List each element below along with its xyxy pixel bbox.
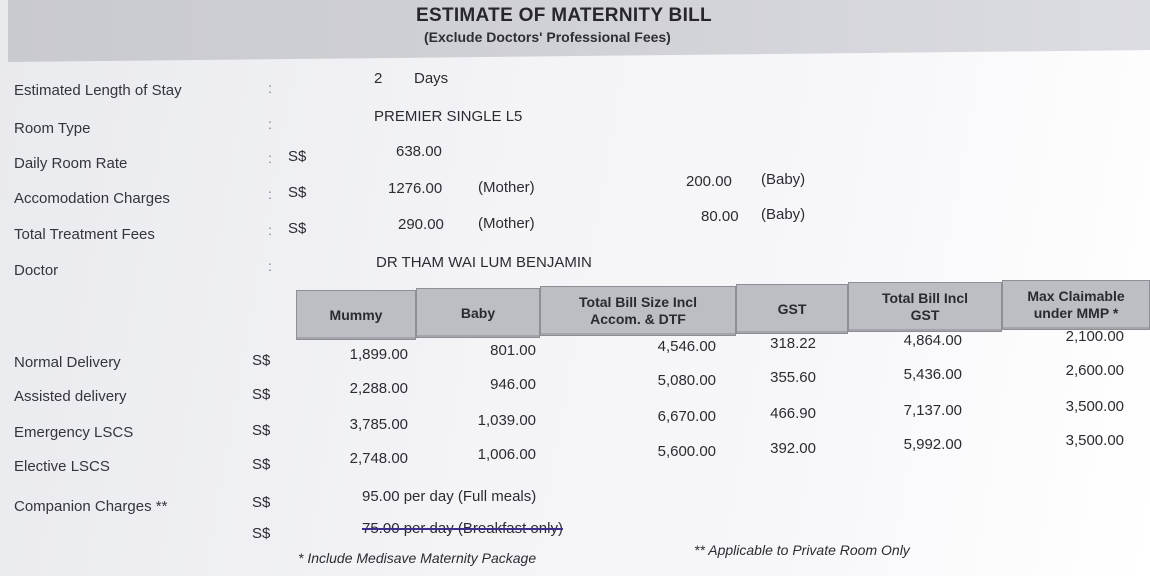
cell-total-incl-gst: 7,137.00 bbox=[903, 402, 962, 419]
row-currency: S$ bbox=[252, 456, 271, 473]
cell-mummy: 1,899.00 bbox=[349, 346, 408, 363]
doctor-label: Doctor bbox=[14, 262, 59, 279]
companion-currency-2: S$ bbox=[252, 525, 271, 542]
cell-baby: 1,006.00 bbox=[477, 446, 536, 463]
stay-unit: Days bbox=[414, 70, 449, 87]
cell-gst: 392.00 bbox=[770, 440, 816, 457]
cell-gst: 318.22 bbox=[770, 335, 816, 352]
treatment-baby-value: 80.00 bbox=[701, 208, 739, 225]
row-currency: S$ bbox=[252, 422, 271, 439]
col-header-gst: GST bbox=[736, 284, 848, 334]
row-label: Assisted delivery bbox=[14, 388, 127, 405]
treatment-baby-tag: (Baby) bbox=[761, 206, 806, 223]
cell-baby: 1,039.00 bbox=[477, 412, 536, 429]
companion-label: Companion Charges ** bbox=[14, 498, 168, 515]
cell-mummy: 2,288.00 bbox=[349, 380, 408, 397]
room-type-colon: : bbox=[268, 116, 272, 132]
cell-mummy: 3,785.00 bbox=[349, 416, 408, 433]
room-type-value: PREMIER SINGLE L5 bbox=[374, 108, 523, 125]
cell-total-incl-gst: 4,864.00 bbox=[903, 332, 962, 349]
col-header-baby: Baby bbox=[416, 288, 540, 338]
footnote-private-room: ** Applicable to Private Room Only bbox=[694, 542, 910, 558]
cell-max-claimable: 3,500.00 bbox=[1065, 432, 1124, 449]
cell-total-incl-gst: 5,436.00 bbox=[903, 366, 962, 383]
stay-label: Estimated Length of Stay bbox=[14, 82, 182, 99]
cell-gst: 355.60 bbox=[770, 369, 816, 386]
cell-total-bill: 6,670.00 bbox=[657, 408, 716, 425]
document-subtitle: (Exclude Doctors' Professional Fees) bbox=[424, 29, 671, 45]
stay-value: 2 bbox=[374, 70, 383, 87]
accom-mother-value: 1276.00 bbox=[388, 180, 443, 197]
accom-mother-tag: (Mother) bbox=[478, 179, 535, 196]
accom-colon: : bbox=[268, 186, 272, 202]
footnote-medisave: * Include Medisave Maternity Package bbox=[298, 550, 537, 566]
row-currency: S$ bbox=[252, 386, 271, 403]
daily-rate-currency: S$ bbox=[288, 148, 307, 165]
col-header-max-claimable: Max Claimable under MMP * bbox=[1002, 280, 1150, 330]
cell-total-bill: 5,080.00 bbox=[657, 372, 716, 389]
daily-rate-colon: : bbox=[268, 150, 272, 166]
cell-total-bill: 5,600.00 bbox=[657, 443, 716, 460]
treatment-label: Total Treatment Fees bbox=[14, 226, 155, 243]
row-label: Elective LSCS bbox=[14, 458, 110, 475]
cell-mummy: 2,748.00 bbox=[349, 450, 408, 467]
cell-max-claimable: 2,100.00 bbox=[1065, 328, 1124, 345]
room-type-label: Room Type bbox=[14, 120, 91, 137]
companion-currency-1: S$ bbox=[252, 494, 271, 511]
row-label: Normal Delivery bbox=[14, 354, 121, 371]
accom-currency: S$ bbox=[288, 184, 307, 201]
treatment-colon: : bbox=[268, 222, 272, 238]
treatment-currency: S$ bbox=[288, 220, 307, 237]
cell-baby: 946.00 bbox=[490, 376, 536, 393]
treatment-mother-tag: (Mother) bbox=[478, 215, 535, 232]
accom-baby-value: 200.00 bbox=[686, 173, 732, 190]
accom-label: Accomodation Charges bbox=[14, 190, 170, 207]
cell-gst: 466.90 bbox=[770, 405, 816, 422]
doctor-value: DR THAM WAI LUM BENJAMIN bbox=[376, 254, 592, 271]
companion-full-meals: 95.00 per day (Full meals) bbox=[362, 488, 537, 505]
cell-total-incl-gst: 5,992.00 bbox=[903, 436, 962, 453]
cell-baby: 801.00 bbox=[490, 342, 536, 359]
cell-total-bill: 4,546.00 bbox=[657, 338, 716, 355]
col-header-mummy: Mummy bbox=[296, 290, 416, 340]
accom-baby-tag: (Baby) bbox=[761, 171, 806, 188]
treatment-mother-value: 290.00 bbox=[398, 216, 444, 233]
cell-max-claimable: 3,500.00 bbox=[1065, 398, 1124, 415]
doctor-colon: : bbox=[268, 258, 272, 274]
stay-colon: : bbox=[268, 80, 272, 96]
daily-rate-label: Daily Room Rate bbox=[14, 155, 128, 172]
cell-max-claimable: 2,600.00 bbox=[1065, 362, 1124, 379]
col-header-total-bill: Total Bill Size Incl Accom. & DTF bbox=[540, 286, 736, 336]
col-header-total-incl-gst: Total Bill Incl GST bbox=[848, 282, 1002, 332]
companion-breakfast-only-struck: 75.00 per day (Breakfast only) bbox=[362, 520, 563, 537]
row-currency: S$ bbox=[252, 352, 271, 369]
daily-rate-value: 638.00 bbox=[396, 143, 442, 160]
document-title: ESTIMATE OF MATERNITY BILL bbox=[416, 5, 712, 26]
row-label: Emergency LSCS bbox=[14, 424, 134, 441]
